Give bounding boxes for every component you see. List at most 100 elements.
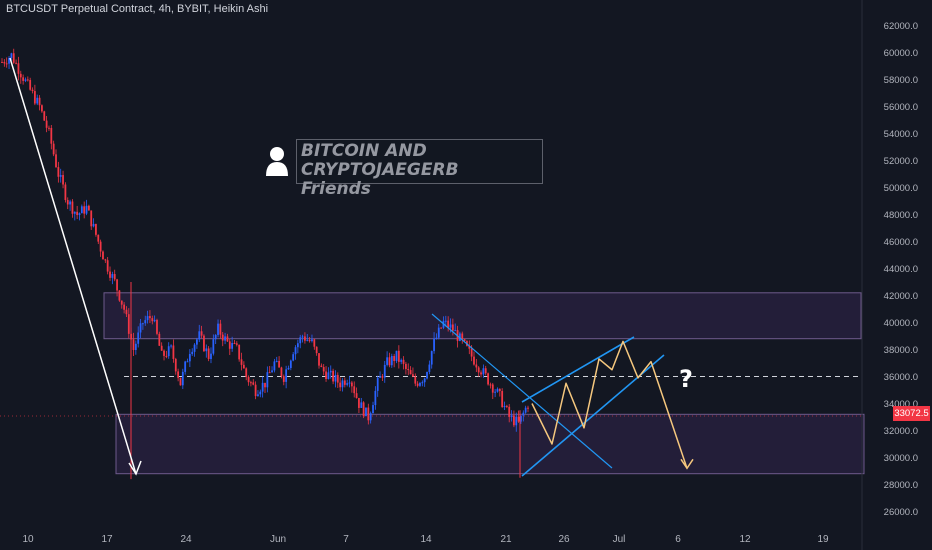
projection-path[interactable] <box>531 340 688 469</box>
question-mark: ? <box>679 365 693 393</box>
candle-body <box>395 350 398 361</box>
x-tick-label: 21 <box>500 534 512 545</box>
candle-body <box>214 334 217 340</box>
candle-body <box>146 316 149 321</box>
price-axis[interactable]: 62000.0 60000.0 58000.0 56000.0 54000.0 52000… <box>884 21 918 518</box>
candle-body <box>200 331 203 336</box>
candle-body <box>527 407 529 409</box>
channel-upper-line[interactable] <box>521 336 635 403</box>
candle-body <box>412 374 414 377</box>
candle-body <box>336 374 339 383</box>
candle-body <box>421 382 424 384</box>
candle-body <box>463 339 466 342</box>
candle-body <box>348 382 351 384</box>
candle-body <box>289 360 292 368</box>
candle-body <box>362 402 365 417</box>
x-tick-label: 12 <box>739 534 751 545</box>
candle-body <box>3 62 6 64</box>
candle-body <box>275 360 278 362</box>
y-tick-label: 52000.0 <box>884 156 918 167</box>
candle-body <box>231 343 234 349</box>
support-zone[interactable] <box>115 413 865 475</box>
candle-body <box>134 343 137 351</box>
candle-body <box>12 53 15 63</box>
candle-body <box>372 405 374 414</box>
candle-body <box>48 127 50 129</box>
x-tick-label: 19 <box>817 534 829 545</box>
candle-body <box>449 324 452 328</box>
candle-body <box>367 407 370 421</box>
y-tick-label: 38000.0 <box>884 345 918 356</box>
candle-body <box>99 241 102 252</box>
candle-body <box>498 388 501 392</box>
candle-body <box>203 335 205 352</box>
candle-body <box>339 382 342 388</box>
candle-body <box>78 213 81 216</box>
candle-body <box>292 354 295 361</box>
candle-body <box>118 290 121 301</box>
candle-body <box>402 359 405 364</box>
resistance-zone[interactable] <box>103 292 862 340</box>
candle-body <box>245 368 248 377</box>
candle-body <box>261 382 264 392</box>
candle-body <box>240 359 243 365</box>
candle-body <box>57 167 60 177</box>
candle-body <box>228 341 231 349</box>
candle-body <box>508 406 511 417</box>
candle-body <box>69 201 71 205</box>
candle-body <box>358 398 360 408</box>
down-trend-arrow[interactable] <box>9 57 137 475</box>
candle-body <box>87 205 90 211</box>
candle-body <box>41 105 43 112</box>
dashed-level <box>0 376 862 417</box>
time-axis[interactable]: 10 17 24 Jun 7 14 21 26 Jul 6 12 19 <box>22 534 829 545</box>
candle-body <box>311 339 313 342</box>
candle-body <box>217 323 219 335</box>
candle-body <box>386 357 389 365</box>
candle-body <box>257 394 259 397</box>
candle-body <box>90 210 93 227</box>
candle-body <box>454 330 457 332</box>
y-tick-label: 54000.0 <box>884 129 918 140</box>
candle-body <box>461 333 464 340</box>
candle-body <box>313 339 316 347</box>
candle-body <box>83 206 86 214</box>
candle-body <box>487 373 489 385</box>
candle-body <box>468 345 471 349</box>
candle-body <box>266 372 269 388</box>
y-tick-label: 40000.0 <box>884 318 918 329</box>
candle-body <box>221 334 224 341</box>
candle-body <box>250 382 252 384</box>
candle-body <box>92 223 95 227</box>
candle-body <box>491 384 494 393</box>
candle-body <box>151 318 154 322</box>
candle-body <box>132 339 135 351</box>
candle-body <box>193 344 196 352</box>
candle-body <box>238 344 241 360</box>
candle-body <box>62 175 64 185</box>
candle-body <box>451 324 454 331</box>
candle-body <box>181 371 184 386</box>
candle-body <box>163 350 165 356</box>
x-tick-label: 7 <box>343 534 349 545</box>
y-tick-label: 42000.0 <box>884 291 918 302</box>
descending-trendline[interactable] <box>431 313 613 469</box>
x-tick-label: Jul <box>613 534 626 545</box>
candle-body <box>522 412 525 416</box>
candle-body <box>36 97 39 104</box>
y-tick-label: 34000.0 <box>884 399 918 410</box>
candle-body <box>212 339 215 354</box>
candle-body <box>111 274 114 278</box>
candle-body <box>264 382 266 388</box>
x-tick-label: 6 <box>675 534 681 545</box>
candle-body <box>144 320 147 324</box>
candle-body <box>76 211 79 216</box>
y-tick-label: 46000.0 <box>884 237 918 248</box>
candle-body <box>24 79 27 81</box>
candle-body <box>191 351 194 355</box>
candle-body <box>390 356 393 366</box>
candle-body <box>393 356 396 361</box>
candle-body <box>242 364 245 369</box>
candle-body <box>106 260 109 272</box>
